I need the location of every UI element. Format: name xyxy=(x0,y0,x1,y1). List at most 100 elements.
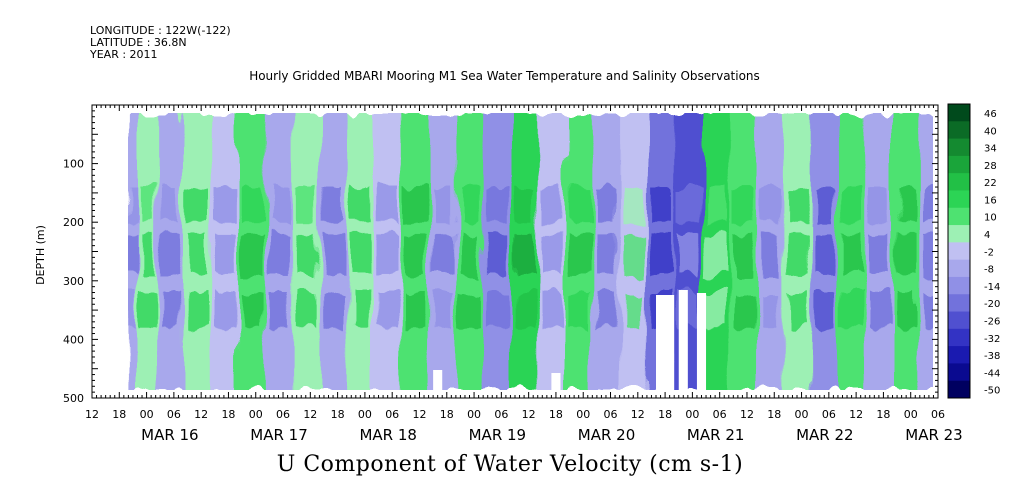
colorbar-swatch xyxy=(948,294,970,313)
velocity-patch xyxy=(678,233,699,275)
data-gap xyxy=(696,293,707,390)
velocity-patch xyxy=(787,292,808,328)
velocity-patch xyxy=(241,233,262,275)
colorbar-label: 10 xyxy=(984,213,997,224)
velocity-patch xyxy=(814,233,835,275)
velocity-patch xyxy=(241,292,262,328)
velocity-patch xyxy=(842,187,862,223)
velocity-patch xyxy=(514,292,535,328)
velocity-patch xyxy=(129,233,137,275)
velocity-field xyxy=(128,113,933,390)
colorbar-label: 40 xyxy=(984,126,997,137)
velocity-patch xyxy=(487,187,508,223)
x-hour-label: 12 xyxy=(849,408,863,421)
velocity-patch xyxy=(569,233,590,275)
x-date-label: MAR 17 xyxy=(250,426,307,444)
colorbar-label: -2 xyxy=(984,247,994,258)
velocity-patch xyxy=(705,233,726,275)
velocity-patch xyxy=(187,187,208,223)
colorbar-label: 22 xyxy=(984,178,997,189)
x-hour-label: 00 xyxy=(685,408,699,421)
velocity-patch xyxy=(596,233,617,275)
velocity-patch xyxy=(405,292,426,328)
colorbar-swatch xyxy=(948,121,970,140)
velocity-patch xyxy=(651,187,671,223)
velocity-patch xyxy=(350,187,371,223)
velocity-patch xyxy=(214,233,235,275)
velocity-patch xyxy=(925,292,933,328)
velocity-bands xyxy=(128,113,933,390)
data-gap xyxy=(678,290,688,390)
velocity-patch xyxy=(896,292,917,328)
velocity-patch xyxy=(541,187,562,223)
colorbar-swatch xyxy=(948,276,970,295)
velocity-patch xyxy=(269,233,289,275)
velocity-patch xyxy=(814,187,835,223)
x-hour-label: 12 xyxy=(303,408,317,421)
velocity-patch xyxy=(432,292,453,328)
colorbar-label: 4 xyxy=(984,230,990,241)
latitude-label: LATITUDE : 36.8N xyxy=(90,36,187,49)
x-hour-label: 12 xyxy=(522,408,536,421)
velocity-patch xyxy=(296,233,317,275)
colorbar-label: 46 xyxy=(984,109,997,120)
x-hour-label: 12 xyxy=(194,408,208,421)
velocity-patch xyxy=(869,233,890,275)
velocity-patch xyxy=(432,187,453,223)
velocity-patch xyxy=(623,187,644,223)
velocity-patch xyxy=(623,292,644,328)
x-hour-label: 00 xyxy=(249,408,263,421)
velocity-patch xyxy=(925,233,933,275)
velocity-patch xyxy=(241,187,262,223)
colorbar-swatch xyxy=(948,380,970,399)
data-gap xyxy=(433,370,443,390)
velocity-patch xyxy=(705,292,726,328)
x-date-label: MAR 20 xyxy=(578,426,635,444)
x-hour-label: 18 xyxy=(767,408,781,421)
velocity-patch xyxy=(129,187,137,223)
x-hour-label: 18 xyxy=(221,408,235,421)
x-date-label: MAR 16 xyxy=(141,426,198,444)
colorbar-label: -38 xyxy=(984,351,1000,362)
colorbar-swatch xyxy=(948,190,970,209)
colorbar-swatch xyxy=(948,173,970,191)
velocity-patch xyxy=(269,292,289,328)
velocity-patch xyxy=(214,187,235,223)
x-hour-label: 06 xyxy=(276,408,290,421)
velocity-patch xyxy=(623,233,644,275)
velocity-patch xyxy=(140,233,154,275)
x-hour-label: 00 xyxy=(140,408,154,421)
velocity-patch xyxy=(159,233,180,275)
velocity-patch xyxy=(159,187,180,223)
velocity-patch xyxy=(733,187,753,223)
colorbar-swatch xyxy=(948,259,970,278)
data-gap xyxy=(551,373,561,390)
velocity-patch xyxy=(460,187,480,223)
velocity-patch xyxy=(350,233,371,275)
colorbar-swatch xyxy=(948,207,970,226)
velocity-patch xyxy=(187,233,208,275)
x-hour-label: 18 xyxy=(112,408,126,421)
colorbar-swatch xyxy=(948,225,970,243)
x-axis-labels: 12 18 00 06 12 18 00 06 12 18 00 06 12 18 00 06 12 18 00 06… xyxy=(85,408,963,444)
x-hour-label: 18 xyxy=(549,408,563,421)
x-hour-label: 00 xyxy=(467,408,481,421)
velocity-patch xyxy=(378,233,399,275)
axis-ticks xyxy=(91,104,939,399)
colorbar-label: -26 xyxy=(984,317,1000,328)
velocity-patch xyxy=(596,187,617,223)
y-axis-title: DEPTH (m) xyxy=(34,225,47,285)
colorbar-label: 16 xyxy=(984,195,997,206)
x-hour-label: 00 xyxy=(795,408,809,421)
velocity-patch xyxy=(350,292,371,328)
x-hour-label: 06 xyxy=(494,408,508,421)
x-hour-label: 12 xyxy=(740,408,754,421)
x-hour-label: 06 xyxy=(822,408,836,421)
velocity-patch xyxy=(323,187,344,223)
velocity-patch xyxy=(432,233,453,275)
x-hour-label: 18 xyxy=(876,408,890,421)
colorbar-frame xyxy=(947,103,971,399)
velocity-patch xyxy=(787,187,808,223)
x-hour-label: 06 xyxy=(167,408,181,421)
